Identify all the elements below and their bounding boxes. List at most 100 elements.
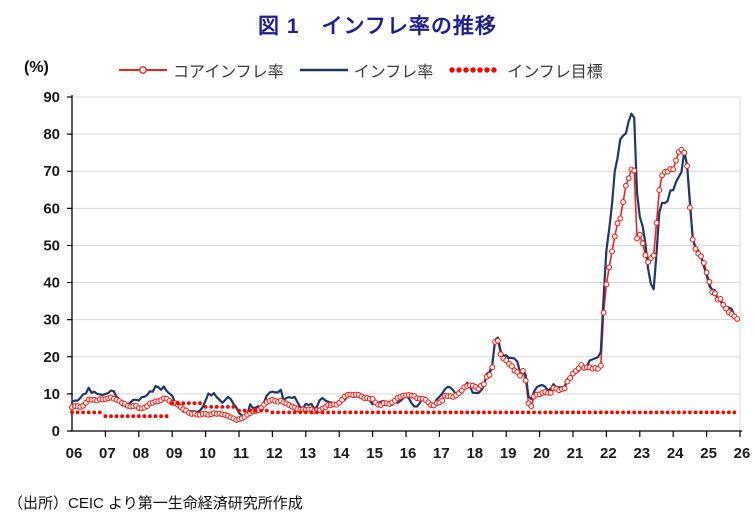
series-inflation-target-dot xyxy=(415,410,419,415)
series-inflation-target-dot xyxy=(621,410,625,415)
series-inflation-target-dot xyxy=(498,410,503,415)
series-inflation-target-dot xyxy=(281,410,286,415)
x-tick-label: 07 xyxy=(99,445,116,462)
x-tick-label: 11 xyxy=(233,445,249,462)
series-inflation-target-dot xyxy=(164,414,169,419)
series-inflation-target-dot xyxy=(437,410,442,415)
series-inflation-target-dot xyxy=(231,405,236,409)
series-inflation-target-dot xyxy=(175,401,180,406)
series-inflation-target-dot xyxy=(92,410,97,415)
series-core-inflation-marker xyxy=(508,363,515,370)
series-inflation-target-dot xyxy=(409,410,414,415)
series-core-inflation-marker xyxy=(700,259,707,266)
y-tick-label: 80 xyxy=(43,126,60,143)
series-core-inflation-marker xyxy=(609,248,615,255)
series-inflation-target-dot xyxy=(582,410,586,415)
series-inflation-target-dot xyxy=(253,408,258,413)
series-inflation-target-dot xyxy=(192,401,197,406)
series-inflation-target-dot xyxy=(571,410,575,415)
series-core-inflation-marker xyxy=(720,301,727,308)
legend-label-core-inflation: コアインフレ率 xyxy=(173,64,284,81)
series-inflation-target-dot xyxy=(637,410,642,415)
series-core-inflation-marker xyxy=(673,157,679,164)
series-inflation-target-dot xyxy=(125,414,130,419)
series-inflation-target-dot xyxy=(649,410,653,415)
series-inflation-target-dot xyxy=(203,405,208,409)
series-inflation-target-dot xyxy=(554,410,559,415)
series-core-inflation-marker xyxy=(706,278,713,285)
series-inflation-target-dot xyxy=(515,410,520,415)
y-tick-label: 90 xyxy=(43,89,60,106)
series-inflation-target-dot xyxy=(198,401,202,406)
y-axis-unit-label: (%) xyxy=(24,59,49,76)
series-core-inflation-marker xyxy=(723,305,730,312)
series-core-inflation-marker xyxy=(681,149,688,156)
series-core-inflation-marker xyxy=(634,235,640,242)
series-inflation-target-dot xyxy=(420,410,425,415)
series-inflation-target-dot xyxy=(97,410,102,415)
series-core-inflation-marker xyxy=(522,377,529,384)
series-inflation-target-dot xyxy=(354,410,358,415)
source-note: （出所）CEIC より第一生命経済研究所作成 xyxy=(8,495,303,512)
series-inflation-target-dot xyxy=(493,410,497,415)
series-inflation-target-dot xyxy=(576,410,581,415)
series-inflation-target-dot xyxy=(342,410,347,415)
series-core-inflation-marker xyxy=(645,259,652,266)
series-inflation-target-dot xyxy=(476,410,481,415)
series-core-inflation-marker xyxy=(639,240,646,247)
series-inflation-target-dot xyxy=(604,410,609,415)
x-tick-label: 06 xyxy=(66,445,83,462)
series-core-inflation-marker xyxy=(614,220,621,227)
series-inflation-target-dot xyxy=(86,410,91,415)
series-inflation-target-dot xyxy=(699,410,703,415)
series-inflation-target-dot xyxy=(632,410,637,415)
series-inflation-target-dot xyxy=(387,410,392,415)
series-inflation-target-dot xyxy=(81,410,85,415)
series-inflation-target-dot xyxy=(682,410,687,415)
series-inflation-target-dot xyxy=(287,410,291,415)
series-inflation-target-dot xyxy=(292,410,297,415)
series-inflation-target-dot xyxy=(337,410,342,415)
series-inflation-target-dot xyxy=(309,410,314,415)
series-core-inflation-marker xyxy=(653,219,660,226)
series-core-inflation-marker xyxy=(606,264,613,271)
series-core-inflation-marker xyxy=(600,309,607,316)
series-inflation-target-dot xyxy=(226,405,230,409)
x-tick-label: 17 xyxy=(433,445,450,462)
series-inflation-target-dot xyxy=(654,410,659,415)
series-inflation-target-dot xyxy=(565,410,570,415)
series-inflation-target-dot xyxy=(404,410,408,415)
y-tick-label: 20 xyxy=(43,349,60,366)
series-core-inflation-marker xyxy=(670,166,677,173)
series-core-inflation-marker xyxy=(494,337,501,344)
series-core-inflation-marker xyxy=(631,167,638,174)
y-tick-label: 10 xyxy=(43,386,60,403)
chart-title: 図 1 インフレ率の推移 xyxy=(258,15,497,38)
series-core-inflation-marker xyxy=(519,367,526,374)
x-tick-label: 08 xyxy=(132,445,149,462)
series-inflation-target-dot xyxy=(504,410,509,415)
series-inflation-target-dot xyxy=(526,410,531,415)
series-core-inflation-marker xyxy=(486,372,493,378)
series-inflation-target-dot xyxy=(131,414,136,419)
series-inflation-target-dot xyxy=(220,405,225,409)
legend-item-inflation-target: インフレ目標 xyxy=(448,58,603,82)
series-inflation-target-dot xyxy=(398,410,403,415)
series-inflation-target-dot xyxy=(727,410,731,415)
series-inflation-target-dot xyxy=(704,410,709,415)
series-core-inflation-marker xyxy=(611,233,618,240)
series-inflation-target-dot xyxy=(270,410,275,415)
series-inflation-target-dot xyxy=(359,410,364,415)
series-inflation-target-dot xyxy=(237,408,241,413)
series-core-inflation-marker xyxy=(703,269,710,276)
series-inflation-target-dot xyxy=(593,410,598,415)
series-inflation-target-dot xyxy=(276,410,280,415)
series-inflation-target-dot xyxy=(671,410,676,415)
series-inflation-line xyxy=(71,112,738,418)
series-inflation-target-dot xyxy=(248,408,253,413)
series-inflation-target-dot xyxy=(170,401,175,406)
x-tick-label: 21 xyxy=(567,445,584,462)
x-tick-label: 26 xyxy=(734,445,751,462)
legend: コアインフレ率 インフレ率 インフレ目標 xyxy=(118,58,603,82)
